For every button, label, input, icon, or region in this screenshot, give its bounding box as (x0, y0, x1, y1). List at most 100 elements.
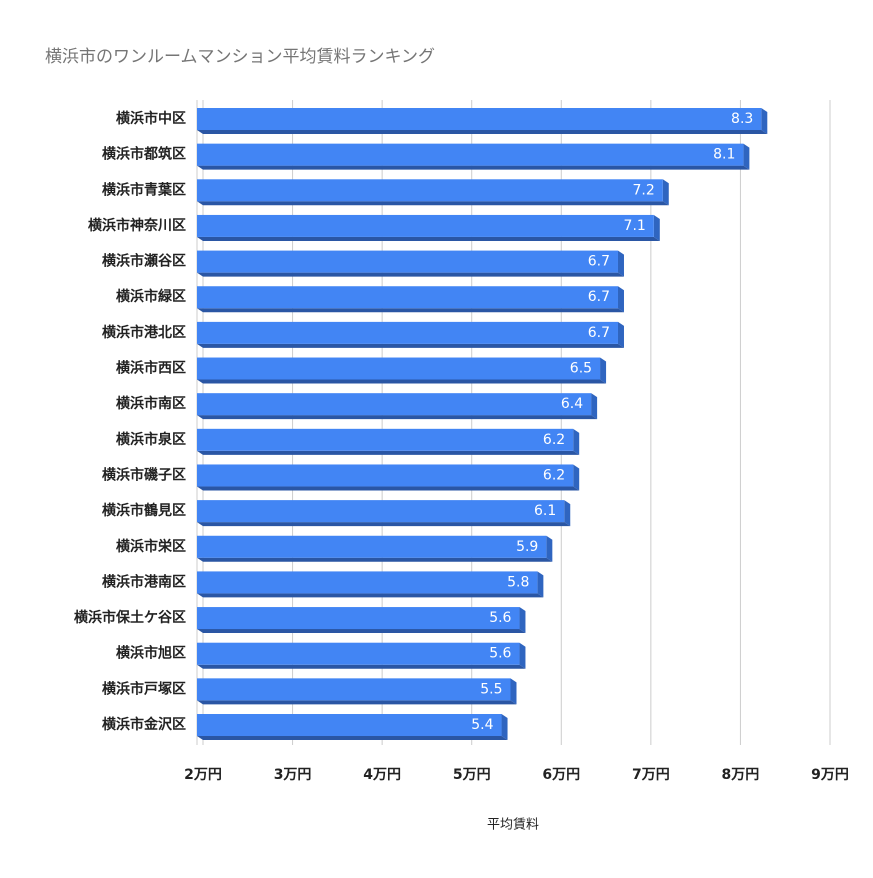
x-tick-label: 3万円 (274, 767, 312, 783)
data-label: 6.4 (561, 396, 583, 412)
x-tick-label: 8万円 (722, 767, 760, 783)
bar-side (501, 714, 508, 740)
data-label: 5.4 (471, 717, 493, 733)
bar-bottom (197, 593, 544, 598)
data-label: 5.6 (489, 646, 511, 662)
y-tick-label: 横浜市中区 (116, 110, 186, 127)
data-label: 5.6 (489, 610, 511, 626)
bar-side (564, 500, 571, 527)
y-tick-label: 横浜市緑区 (116, 288, 186, 305)
y-tick-label: 横浜市港北区 (102, 324, 186, 341)
data-label: 5.8 (507, 574, 529, 590)
y-tick-label: 横浜市鶴見区 (102, 502, 186, 519)
data-label: 6.1 (534, 503, 556, 519)
y-tick-label: 横浜市保土ケ谷区 (74, 609, 186, 626)
bar-bottom (197, 379, 607, 384)
bar-side (537, 571, 544, 598)
y-tick-label: 横浜市瀬谷区 (102, 253, 186, 270)
data-label: 6.2 (543, 467, 565, 483)
bar (197, 393, 592, 416)
bar-side (510, 678, 517, 705)
x-tick-label: 2万円 (184, 767, 222, 783)
bar (197, 214, 654, 237)
y-tick-label: 横浜市都筑区 (102, 146, 186, 163)
bar-bottom (197, 486, 580, 491)
x-tick-label: 6万円 (542, 767, 580, 783)
bar-bottom (197, 236, 660, 241)
y-tick-label: 横浜市戸塚区 (102, 680, 186, 697)
bar-bottom (197, 736, 508, 740)
bar-side (591, 393, 598, 420)
y-tick-label: 横浜市栄区 (116, 538, 186, 555)
y-tick-label: 横浜市泉区 (116, 431, 186, 448)
bar (197, 250, 618, 273)
data-label: 5.5 (480, 681, 502, 697)
data-label: 8.1 (713, 147, 735, 163)
bar-side (573, 428, 580, 455)
bar-bottom (197, 522, 571, 527)
bar-bottom (197, 664, 526, 669)
y-tick-label: 横浜市南区 (116, 395, 186, 412)
bar (197, 428, 574, 451)
data-label: 7.2 (633, 182, 655, 198)
bar-side (546, 535, 553, 562)
data-label: 6.7 (588, 289, 610, 305)
bar-bottom (197, 165, 750, 170)
bar (197, 179, 663, 202)
bar (197, 464, 574, 487)
data-label: 7.1 (624, 218, 646, 234)
bar-bottom (197, 272, 624, 277)
bar-bottom (197, 308, 624, 313)
bar-bottom (197, 415, 598, 420)
bar (197, 642, 520, 665)
bar (197, 500, 565, 523)
bar (197, 286, 618, 309)
bar-side (662, 179, 669, 206)
bar (197, 321, 618, 344)
data-label: 6.7 (588, 254, 610, 270)
data-label: 5.9 (516, 539, 538, 555)
bar (197, 571, 538, 594)
x-tick-label: 5万円 (453, 767, 491, 783)
y-tick-label: 横浜市青葉区 (102, 181, 186, 198)
bar-side (600, 357, 607, 384)
chart-title: 横浜市のワンルームマンション平均賃料ランキング (45, 47, 435, 67)
x-axis-label: 平均賃料 (487, 818, 539, 833)
bar-side (573, 464, 580, 491)
bar-bottom (197, 629, 526, 634)
bar-side (617, 250, 624, 277)
bar (197, 535, 547, 558)
x-tick-label: 7万円 (632, 767, 670, 783)
bar-side (617, 321, 624, 348)
bar-bottom (197, 343, 624, 348)
bar-bottom (197, 130, 768, 134)
y-tick-label: 横浜市金沢区 (102, 716, 186, 733)
y-tick-label: 横浜市旭区 (116, 645, 186, 662)
y-tick-label: 横浜市神奈川区 (88, 217, 186, 234)
bar (197, 714, 502, 736)
bar-bottom (197, 700, 517, 705)
bar-side (761, 108, 768, 134)
bar-side (617, 286, 624, 313)
x-tick-label: 9万円 (811, 767, 849, 783)
y-tick-label: 横浜市磯子区 (102, 466, 186, 483)
data-label: 6.5 (570, 361, 592, 377)
bar-side (519, 642, 526, 669)
bar-bottom (197, 201, 669, 206)
x-tick-label: 4万円 (363, 767, 401, 783)
bar (197, 678, 511, 701)
bar-side (743, 143, 750, 170)
bar-bottom (197, 450, 580, 455)
bar-bottom (197, 557, 553, 562)
bar (197, 357, 601, 380)
y-tick-label: 横浜市西区 (116, 360, 186, 377)
y-tick-label: 横浜市港南区 (102, 573, 186, 590)
bar-side (519, 607, 526, 634)
bar (197, 108, 762, 130)
data-label: 6.7 (588, 325, 610, 341)
bar (197, 607, 520, 630)
data-label: 8.3 (731, 111, 753, 127)
bar (197, 143, 744, 166)
data-label: 6.2 (543, 432, 565, 448)
